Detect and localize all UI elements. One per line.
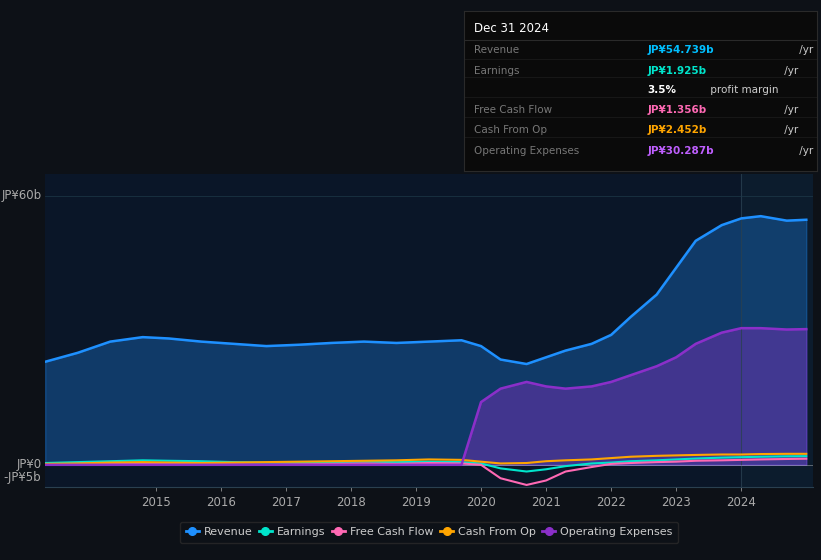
Text: /yr: /yr	[781, 105, 798, 115]
Text: profit margin: profit margin	[707, 86, 778, 95]
Text: /yr: /yr	[781, 66, 798, 76]
Text: Free Cash Flow: Free Cash Flow	[475, 105, 553, 115]
Text: /yr: /yr	[796, 45, 813, 55]
Text: Earnings: Earnings	[475, 66, 520, 76]
Text: /yr: /yr	[781, 125, 798, 136]
Text: Cash From Op: Cash From Op	[475, 125, 548, 136]
Text: JP¥1.356b: JP¥1.356b	[648, 105, 707, 115]
Text: JP¥2.452b: JP¥2.452b	[648, 125, 707, 136]
Text: /yr: /yr	[796, 146, 813, 156]
Text: Operating Expenses: Operating Expenses	[475, 146, 580, 156]
Text: JP¥0: JP¥0	[16, 458, 41, 472]
Text: Revenue: Revenue	[475, 45, 520, 55]
Legend: Revenue, Earnings, Free Cash Flow, Cash From Op, Operating Expenses: Revenue, Earnings, Free Cash Flow, Cash …	[180, 522, 678, 543]
Text: JP¥30.287b: JP¥30.287b	[648, 146, 714, 156]
Bar	[741, 174, 819, 487]
Text: JP¥1.925b: JP¥1.925b	[648, 66, 707, 76]
Text: -JP¥5b: -JP¥5b	[3, 471, 41, 484]
Text: Dec 31 2024: Dec 31 2024	[475, 22, 549, 35]
Text: JP¥60b: JP¥60b	[1, 189, 41, 203]
Text: 3.5%: 3.5%	[648, 86, 677, 95]
Text: JP¥54.739b: JP¥54.739b	[648, 45, 714, 55]
